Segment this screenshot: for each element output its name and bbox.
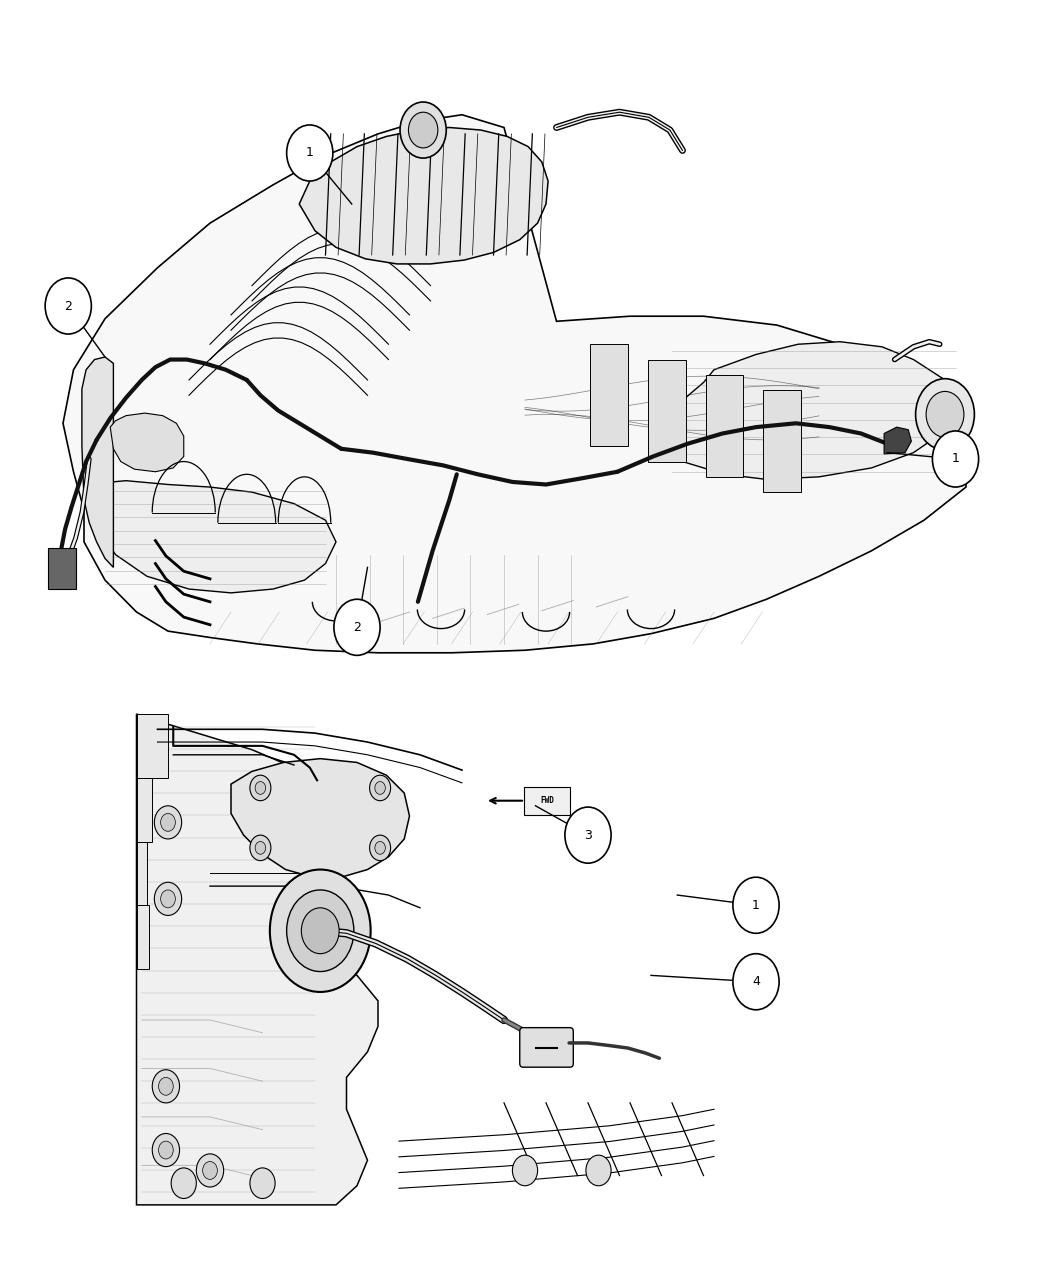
Circle shape (161, 813, 175, 831)
Circle shape (154, 806, 182, 839)
Circle shape (334, 599, 380, 655)
Circle shape (375, 842, 385, 854)
Text: 3: 3 (584, 829, 592, 842)
Circle shape (375, 782, 385, 794)
Circle shape (255, 842, 266, 854)
Circle shape (255, 782, 266, 794)
Circle shape (152, 1070, 180, 1103)
Polygon shape (662, 342, 956, 479)
Polygon shape (706, 375, 743, 477)
Circle shape (270, 870, 371, 992)
Text: 1: 1 (306, 147, 314, 159)
Circle shape (370, 775, 391, 801)
Circle shape (45, 278, 91, 334)
Polygon shape (648, 360, 686, 462)
Polygon shape (63, 115, 966, 653)
Circle shape (154, 882, 182, 915)
Circle shape (203, 1162, 217, 1179)
Circle shape (152, 1133, 180, 1167)
Polygon shape (82, 357, 113, 567)
Circle shape (196, 1154, 224, 1187)
Polygon shape (136, 905, 149, 969)
FancyBboxPatch shape (520, 1028, 573, 1067)
Polygon shape (136, 714, 378, 1205)
Circle shape (926, 391, 964, 437)
Circle shape (250, 775, 271, 801)
Text: 4: 4 (752, 975, 760, 988)
Circle shape (287, 125, 333, 181)
Circle shape (512, 1155, 538, 1186)
Circle shape (161, 890, 175, 908)
Circle shape (733, 877, 779, 933)
Polygon shape (763, 390, 801, 492)
Circle shape (408, 112, 438, 148)
Circle shape (400, 102, 446, 158)
Circle shape (301, 908, 339, 954)
FancyBboxPatch shape (524, 787, 570, 815)
Circle shape (159, 1141, 173, 1159)
Text: 2: 2 (64, 300, 72, 312)
Text: 2: 2 (353, 621, 361, 634)
Text: 1: 1 (752, 899, 760, 912)
Text: 1: 1 (951, 453, 960, 465)
Circle shape (159, 1077, 173, 1095)
Polygon shape (590, 344, 628, 446)
Polygon shape (136, 842, 147, 905)
Circle shape (733, 954, 779, 1010)
Polygon shape (884, 427, 911, 454)
Polygon shape (110, 413, 184, 472)
Polygon shape (84, 481, 336, 593)
Circle shape (250, 1168, 275, 1198)
Polygon shape (136, 714, 168, 778)
Circle shape (287, 890, 354, 972)
Circle shape (932, 431, 979, 487)
Polygon shape (136, 778, 152, 842)
Polygon shape (231, 759, 410, 877)
Text: FWD: FWD (540, 796, 554, 806)
Polygon shape (299, 128, 548, 264)
Circle shape (171, 1168, 196, 1198)
FancyBboxPatch shape (48, 548, 76, 589)
Circle shape (565, 807, 611, 863)
Circle shape (916, 379, 974, 450)
Circle shape (370, 835, 391, 861)
Circle shape (586, 1155, 611, 1186)
Circle shape (250, 835, 271, 861)
